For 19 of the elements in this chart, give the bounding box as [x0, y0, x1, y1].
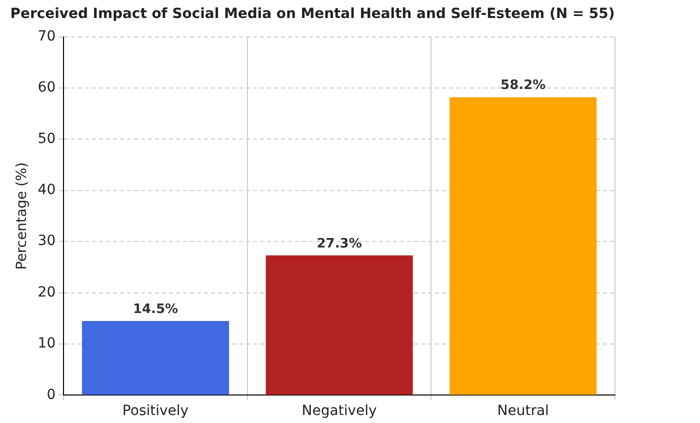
- data-label: 14.5%: [132, 302, 178, 317]
- y-axis-title: Percentage (%): [14, 162, 30, 270]
- y-tick-label: 60: [38, 80, 56, 96]
- x-tick-label: Negatively: [302, 403, 377, 420]
- bar: [266, 255, 413, 395]
- y-tick-label: 50: [38, 130, 56, 147]
- y-tick-label: 70: [38, 28, 56, 44]
- chart-title: Perceived Impact of Social Media on Mental Health and Self-Esteem (N = 55): [10, 6, 615, 22]
- y-tick-label: 20: [38, 284, 56, 300]
- y-tick-label: 10: [38, 336, 56, 352]
- bar: [450, 97, 597, 395]
- x-tick-label: Neutral: [497, 403, 549, 420]
- y-tick-label: 30: [38, 233, 56, 250]
- x-tick-label: Positively: [122, 403, 189, 420]
- data-label: 58.2%: [500, 78, 546, 94]
- y-tick-label: 0: [46, 386, 56, 403]
- data-label: 27.3%: [316, 236, 362, 252]
- bar: [82, 320, 230, 395]
- y-tick-label: 40: [38, 182, 56, 198]
